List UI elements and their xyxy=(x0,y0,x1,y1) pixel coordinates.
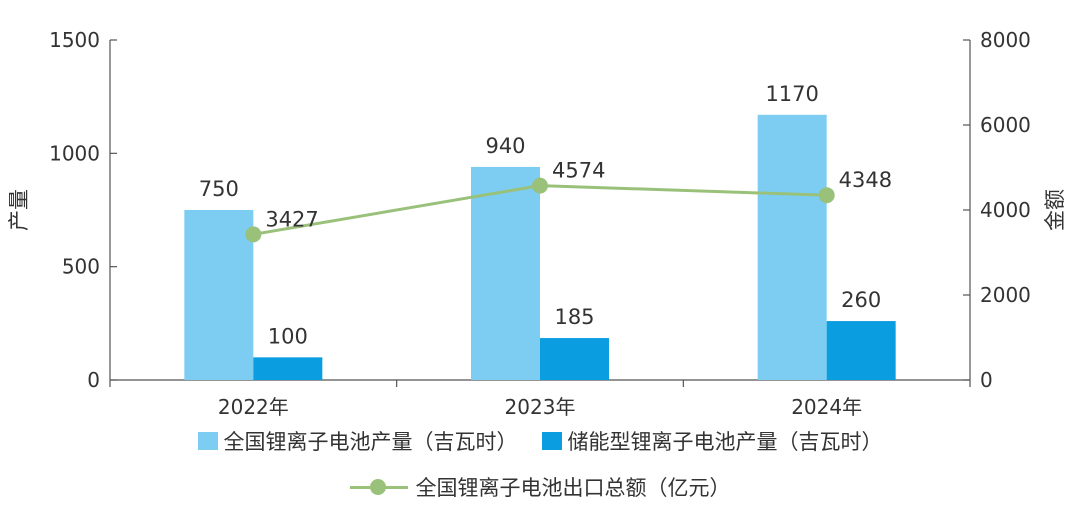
legend-swatch-export-total xyxy=(349,478,408,496)
data-label-storage-production: 100 xyxy=(268,324,308,348)
line-series xyxy=(245,177,835,243)
axes: 0 500 1000 1500 0 2000 4000 6000 8000 2022年 2023年 2… xyxy=(7,28,1067,419)
legend-swatch-total-production xyxy=(197,432,218,450)
data-label-storage-production: 260 xyxy=(841,288,881,312)
data-label-storage-production: 185 xyxy=(554,305,594,329)
legend-item-export-total: 全国锂离子电池出口总额（亿元） xyxy=(349,472,731,502)
y-tick-label-right: 2000 xyxy=(980,283,1031,307)
y-tick-label-right: 6000 xyxy=(980,113,1031,137)
data-label-export-total: 4574 xyxy=(552,159,605,183)
point-export-total xyxy=(245,226,262,243)
data-label-export-total: 4348 xyxy=(839,168,892,192)
point-export-total xyxy=(532,177,548,194)
bar-storage-production xyxy=(540,338,609,380)
bar-total-production xyxy=(757,114,827,381)
legend-item-total-production: 全国锂离子电池产量（吉瓦时） xyxy=(197,426,518,456)
bar-storage-production xyxy=(826,321,896,380)
y-axis-title-left: 产量 xyxy=(7,189,31,231)
bar-storage-production xyxy=(253,357,323,380)
y-tick-label-right: 0 xyxy=(980,368,993,392)
y-tick-label-left: 0 xyxy=(87,368,100,392)
y-tick-label-right: 8000 xyxy=(980,28,1031,52)
legend-item-storage-production: 储能型锂离子电池产量（吉瓦时） xyxy=(541,426,883,456)
data-label-export-total: 3427 xyxy=(265,207,318,231)
legend-label-storage-production: 储能型锂离子电池产量（吉瓦时） xyxy=(567,430,883,454)
bar-total-production xyxy=(471,166,540,380)
y-tick-label-left: 1500 xyxy=(49,28,100,52)
y-tick-label-right: 4000 xyxy=(980,198,1031,222)
legend-swatch-storage-production xyxy=(541,432,562,450)
data-label-total-production: 750 xyxy=(199,177,239,201)
legend-row-1: 全国锂离子电池产量（吉瓦时） 储能型锂离子电池产量（吉瓦时） xyxy=(0,426,1080,456)
point-export-total xyxy=(818,187,835,204)
legend-row-2: 全国锂离子电池出口总额（亿元） xyxy=(0,472,1080,502)
data-labels: 750 100 940 185 1170 260 3427 4574 4348 xyxy=(199,82,892,349)
data-label-total-production: 1170 xyxy=(765,82,818,106)
x-tick-label: 2022年 xyxy=(218,395,289,419)
data-label-total-production: 940 xyxy=(485,134,525,158)
combo-chart: 0 500 1000 1500 0 2000 4000 6000 8000 2022年 2023年 2… xyxy=(7,28,1067,419)
bar-total-production xyxy=(184,210,254,380)
y-tick-label-left: 500 xyxy=(62,255,100,279)
bars xyxy=(184,114,896,381)
x-tick-label: 2024年 xyxy=(791,395,862,419)
legend-label-total-production: 全国锂离子电池产量（吉瓦时） xyxy=(223,430,518,454)
y-axis-title-right: 金额 xyxy=(1043,189,1067,231)
y-tick-label-left: 1000 xyxy=(49,141,100,165)
legend-label-export-total: 全国锂离子电池出口总额（亿元） xyxy=(415,476,731,500)
x-tick-label: 2023年 xyxy=(505,395,576,419)
